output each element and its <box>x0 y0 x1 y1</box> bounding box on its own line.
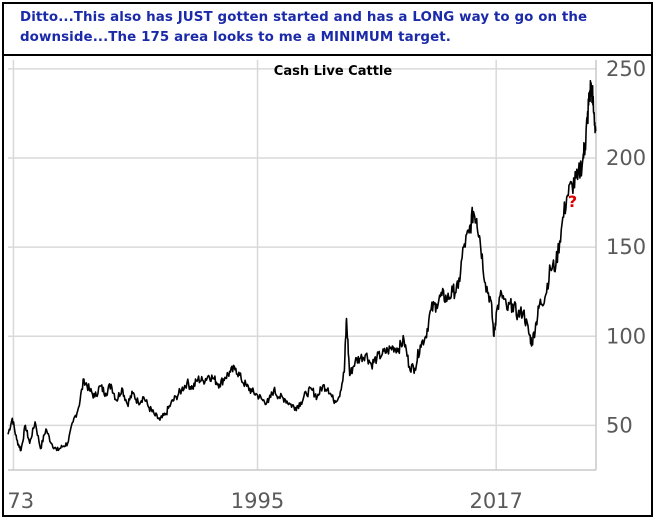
series-line-cash-live-cattle <box>7 79 597 452</box>
annotation-text: Ditto...This also has JUST gotten starte… <box>4 4 651 56</box>
y-tick-label: 150 <box>606 235 646 259</box>
x-tick-label: 1995 <box>231 489 284 513</box>
y-tick-label: 250 <box>606 57 646 81</box>
question-mark-annotation: ? <box>568 192 577 211</box>
y-tick-label: 100 <box>606 324 646 348</box>
grid <box>8 60 597 471</box>
axis-ticks: 50 100 150 200 250 73 1995 2017 <box>7 57 646 513</box>
y-tick-label: 50 <box>606 413 633 437</box>
chart-frame <box>2 2 653 517</box>
x-tick-label: 73 <box>7 489 34 513</box>
x-tick-label: 2017 <box>469 489 522 513</box>
y-tick-label: 200 <box>606 146 646 170</box>
chart-title: Cash Live Cattle <box>274 64 393 79</box>
